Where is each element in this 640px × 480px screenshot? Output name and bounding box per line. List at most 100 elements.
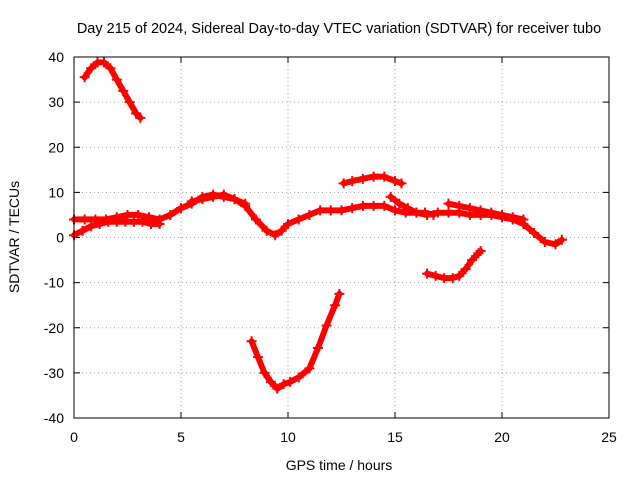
data-point (240, 198, 251, 209)
series-arc-7 (385, 191, 439, 220)
data-point (396, 178, 407, 189)
data-point (94, 218, 105, 229)
data-point (165, 209, 176, 220)
data-point (419, 207, 430, 218)
y-axis-label: SDTVAR / TECUs (6, 181, 22, 293)
data-points (69, 57, 567, 394)
data-point (250, 214, 261, 225)
data-point (368, 200, 379, 211)
y-tick-label: 0 (56, 230, 64, 246)
data-point (105, 63, 116, 74)
x-tick-label: 10 (280, 429, 296, 445)
series-arc-6 (338, 171, 407, 189)
data-point (357, 200, 368, 211)
data-point (390, 176, 400, 187)
y-tick-label: 20 (48, 139, 64, 155)
series-arc-8 (443, 198, 529, 225)
data-point (77, 225, 88, 236)
data-point (197, 194, 208, 205)
data-point (259, 367, 270, 378)
x-tick-label: 20 (494, 429, 510, 445)
data-point (330, 300, 341, 311)
data-point (464, 203, 475, 214)
data-point (124, 97, 135, 108)
x-tick-label: 25 (601, 429, 617, 445)
chart-title: Day 215 of 2024, Sidereal Day-to-day VTE… (77, 21, 601, 37)
data-point (261, 225, 272, 236)
data-point (293, 372, 304, 383)
y-tick-label: 40 (48, 49, 64, 65)
data-point (430, 270, 441, 281)
series-arc-9 (422, 246, 486, 284)
y-tick-label: -40 (44, 410, 64, 426)
data-point (454, 200, 465, 211)
data-point (276, 225, 287, 236)
y-tick-label: 10 (48, 184, 64, 200)
data-point (229, 194, 240, 205)
y-tick-label: -10 (44, 275, 64, 291)
data-point (357, 173, 368, 184)
series-arc-4 (186, 189, 251, 209)
data-point (539, 237, 550, 248)
data-point (518, 214, 529, 225)
data-point (475, 246, 486, 257)
data-point (283, 218, 293, 229)
data-point (347, 176, 358, 187)
plot-border (73, 56, 610, 419)
data-point (402, 203, 413, 214)
data-point (118, 85, 129, 96)
data-point (265, 376, 276, 387)
data-point (315, 205, 326, 216)
data-point (120, 216, 131, 227)
y-tick-label: -20 (44, 320, 64, 336)
data-point (325, 205, 336, 216)
data-point (556, 234, 567, 245)
y-tick-label: -30 (44, 365, 64, 381)
data-point (270, 230, 281, 241)
data-point (379, 200, 390, 211)
data-point (334, 288, 345, 299)
data-point (208, 191, 219, 202)
data-point (137, 216, 148, 227)
data-point (304, 363, 315, 374)
data-point (336, 205, 347, 216)
data-point (246, 336, 257, 347)
data-point (285, 376, 296, 387)
data-point (443, 198, 454, 209)
data-point (321, 320, 332, 331)
series-arc-1 (79, 57, 146, 123)
data-point (394, 198, 405, 209)
data-point (103, 216, 114, 227)
data-point (186, 196, 197, 207)
data-point (486, 207, 497, 218)
data-point (278, 379, 289, 390)
data-point (79, 72, 90, 83)
data-point (422, 268, 433, 279)
series-arc-5 (246, 288, 345, 394)
data-point (135, 112, 146, 123)
data-point (133, 209, 144, 220)
x-tick-label: 0 (70, 429, 78, 445)
data-point (507, 212, 518, 223)
data-point (111, 216, 122, 227)
data-point (411, 207, 422, 218)
data-point (338, 178, 349, 189)
data-point (497, 209, 507, 220)
data-point (454, 270, 465, 281)
data-point (368, 171, 379, 182)
data-point (443, 207, 454, 218)
data-point (379, 171, 390, 182)
data-point (79, 214, 90, 225)
y-tick-label: 30 (48, 94, 64, 110)
grid (74, 57, 609, 418)
data-point (390, 205, 400, 216)
data-point (146, 218, 157, 229)
x-tick-label: 15 (387, 429, 403, 445)
data-point (385, 191, 396, 202)
x-axis-label: GPS time / hours (286, 457, 393, 473)
data-point (293, 214, 304, 225)
data-point (347, 203, 358, 214)
data-point (176, 203, 186, 214)
